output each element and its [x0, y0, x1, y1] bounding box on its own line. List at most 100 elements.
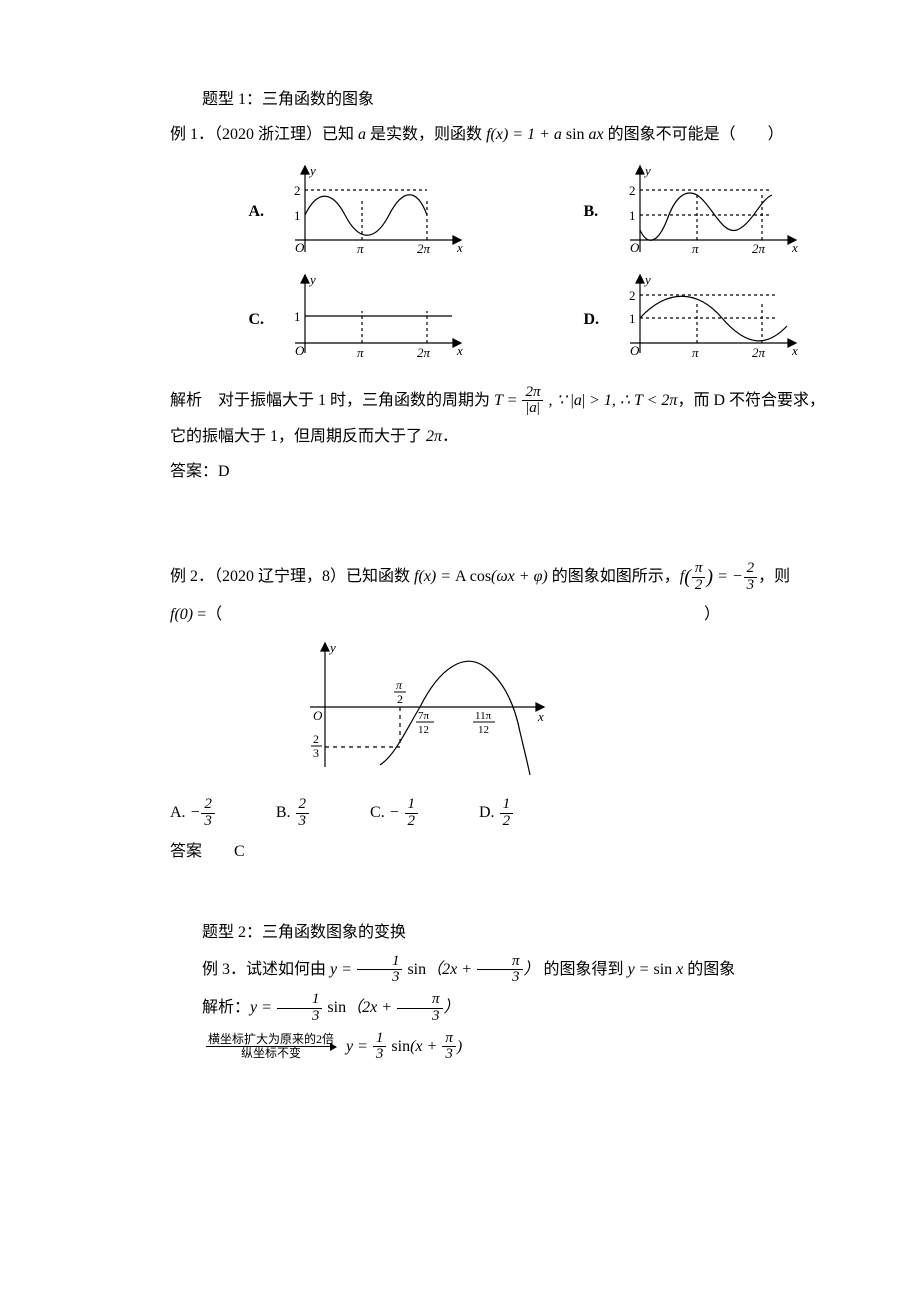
chart-B-svg: y x O 1 2 π 2π — [612, 160, 802, 265]
analysis-text-a: 对于振幅大于 1 时，三角函数的周期为 — [218, 392, 494, 409]
sol-y2: y = 13 sin(x + π3) — [346, 1031, 462, 1064]
chart-A-svg: y x O 1 2 π 2π — [277, 160, 467, 265]
ex2-graph: y x O π 2 7π 12 11π 12 2 3 — [280, 637, 860, 787]
ex3-text-c: 的图象 — [683, 961, 735, 978]
option-C-label: C. — [370, 804, 385, 821]
chart-B-label: B. — [584, 198, 612, 227]
svg-text:2π: 2π — [752, 345, 766, 360]
option-A-label: A. — [170, 804, 186, 821]
svg-text:2π: 2π — [417, 345, 431, 360]
ex2-text-a: 已知函数 — [346, 568, 414, 585]
tick-2: 2 — [294, 183, 301, 198]
svg-text:1: 1 — [294, 309, 301, 324]
option-C: C. − 12 — [370, 797, 419, 830]
svg-text:x: x — [791, 240, 798, 255]
ex2-text-c: ，则 — [758, 568, 790, 585]
svg-text:12: 12 — [418, 724, 429, 736]
tick-1: 1 — [294, 208, 301, 223]
axis-O: O — [295, 240, 305, 255]
svg-text:y: y — [643, 272, 651, 287]
svg-text:π: π — [692, 345, 699, 360]
ex2-f0: f(0) — [170, 606, 193, 623]
section2-title: 题型 2：三角函数图象的变换 — [170, 919, 860, 948]
svg-text:O: O — [630, 343, 640, 358]
ex3-y1: y = 13 sin（2x + π3） — [330, 961, 540, 978]
answer2: 答案 C — [170, 838, 860, 867]
ex1-var-a: a — [358, 126, 366, 143]
svg-text:y: y — [308, 272, 316, 287]
svg-text:π: π — [396, 678, 403, 692]
chart-D: D. y x O 1 2 — [584, 271, 802, 371]
example1-stem: 例 1．（2020 浙江理）已知 a 是实数，则函数 f(x) = 1 + a … — [170, 121, 860, 150]
chart-col-right: B. y x O 1 2 — [584, 160, 802, 371]
answer1: 答案：D — [170, 458, 860, 487]
svg-text:2: 2 — [629, 183, 636, 198]
svg-text:O: O — [313, 708, 323, 723]
option-D-label: D. — [479, 804, 495, 821]
option-B: B. 23 — [276, 797, 310, 830]
svg-text:π: π — [692, 241, 699, 256]
transform-arrow: 横坐标扩大为原来的2倍 纵坐标不变 y = 13 sin(x + π3) — [202, 1031, 860, 1064]
chart-D-label: D. — [584, 306, 612, 335]
ex2-label: 例 2． — [170, 568, 214, 585]
svg-text:π: π — [357, 345, 364, 360]
analysis-text-d: ． — [442, 428, 458, 445]
axis-y: y — [308, 163, 316, 178]
axis-x: x — [456, 240, 463, 255]
chart-A-label: A. — [249, 198, 277, 227]
svg-text:3: 3 — [313, 746, 319, 760]
ex3-y2: y = sin x — [628, 961, 684, 978]
example3-stem: 例 3．试述如何由 y = 13 sin（2x + π3） 的图象得到 y = … — [170, 954, 860, 987]
chart-C: C. y x O 1 π 2π — [249, 271, 467, 371]
svg-text:2: 2 — [313, 732, 319, 746]
analysis-text-c: 它的振幅大于 1，但周期反而大于了 — [170, 428, 426, 445]
transform-bottom: 纵坐标不变 — [241, 1047, 301, 1060]
svg-text:2: 2 — [629, 288, 636, 303]
ex1-func: f(x) = 1 + a sin ax — [486, 126, 604, 143]
svg-text:O: O — [630, 240, 640, 255]
ex2-cond: f(π2) = −23 — [680, 568, 758, 585]
chart-col-left: A. y x O 1 2 π — [249, 160, 467, 371]
sol-label: 解析： — [202, 999, 250, 1016]
solution-line1: 解析：y = 13 sin（2x + π3） — [170, 992, 860, 1025]
chart-C-label: C. — [249, 306, 277, 335]
analysis-label: 解析 — [170, 392, 218, 409]
analysis-text-b: ，而 D 不符合要求， — [677, 392, 825, 409]
tick-2pi: 2π — [417, 241, 431, 256]
example2-stem: 例 2．（2020 辽宁理，8）已知函数 f(x) = A cos(ωx + φ… — [170, 559, 860, 595]
ex1-text-c: 的图象不可能是（ ） — [604, 126, 784, 143]
svg-text:y: y — [328, 640, 336, 655]
ex1-label: 例 1． — [170, 126, 214, 143]
ex2-text-b: 的图象如图所示， — [548, 568, 680, 585]
ex3-text-a: 试述如何由 — [246, 961, 330, 978]
ex2-close-paren: ） — [704, 601, 720, 630]
svg-text:1: 1 — [629, 311, 636, 326]
analysis-line1: 解析 对于振幅大于 1 时，三角函数的周期为 T = 2π|a| , ∵ |a|… — [170, 385, 860, 418]
transform-top: 横坐标扩大为原来的2倍 — [208, 1033, 334, 1046]
ex1-text-a: 已知 — [322, 126, 358, 143]
svg-text:x: x — [456, 343, 463, 358]
svg-text:x: x — [537, 709, 544, 724]
chart-D-svg: y x O 1 2 π 2π — [612, 271, 802, 371]
ex2-func: f(x) = A cos(ωx + φ) — [414, 568, 548, 585]
tick-pi: π — [357, 241, 364, 256]
example2-question: f(0) =（ ） — [170, 601, 860, 630]
svg-text:2: 2 — [397, 692, 403, 706]
chart-B: B. y x O 1 2 — [584, 160, 802, 265]
svg-text:7π: 7π — [418, 710, 430, 722]
arrow-icon: 横坐标扩大为原来的2倍 纵坐标不变 — [206, 1033, 336, 1060]
svg-text:O: O — [295, 343, 305, 358]
svg-text:y: y — [643, 163, 651, 178]
ex2-options: A. −23 B. 23 C. − 12 D. 12 — [170, 797, 860, 830]
sol-y1: y = 13 sin（2x + π3） — [250, 999, 460, 1016]
svg-text:11π: 11π — [475, 710, 492, 722]
svg-text:x: x — [791, 343, 798, 358]
ex3-text-b: 的图象得到 — [540, 961, 628, 978]
ex3-label: 例 3． — [202, 961, 246, 978]
ex1-source: （2020 浙江理） — [214, 126, 322, 143]
analysis-line2: 它的振幅大于 1，但周期反而大于了 2π． — [170, 423, 860, 452]
option-B-label: B. — [276, 804, 291, 821]
analysis-2pi: 2π — [426, 428, 442, 445]
ex2-source: （2020 辽宁理，8） — [214, 568, 346, 585]
option-D: D. 12 — [479, 797, 514, 830]
